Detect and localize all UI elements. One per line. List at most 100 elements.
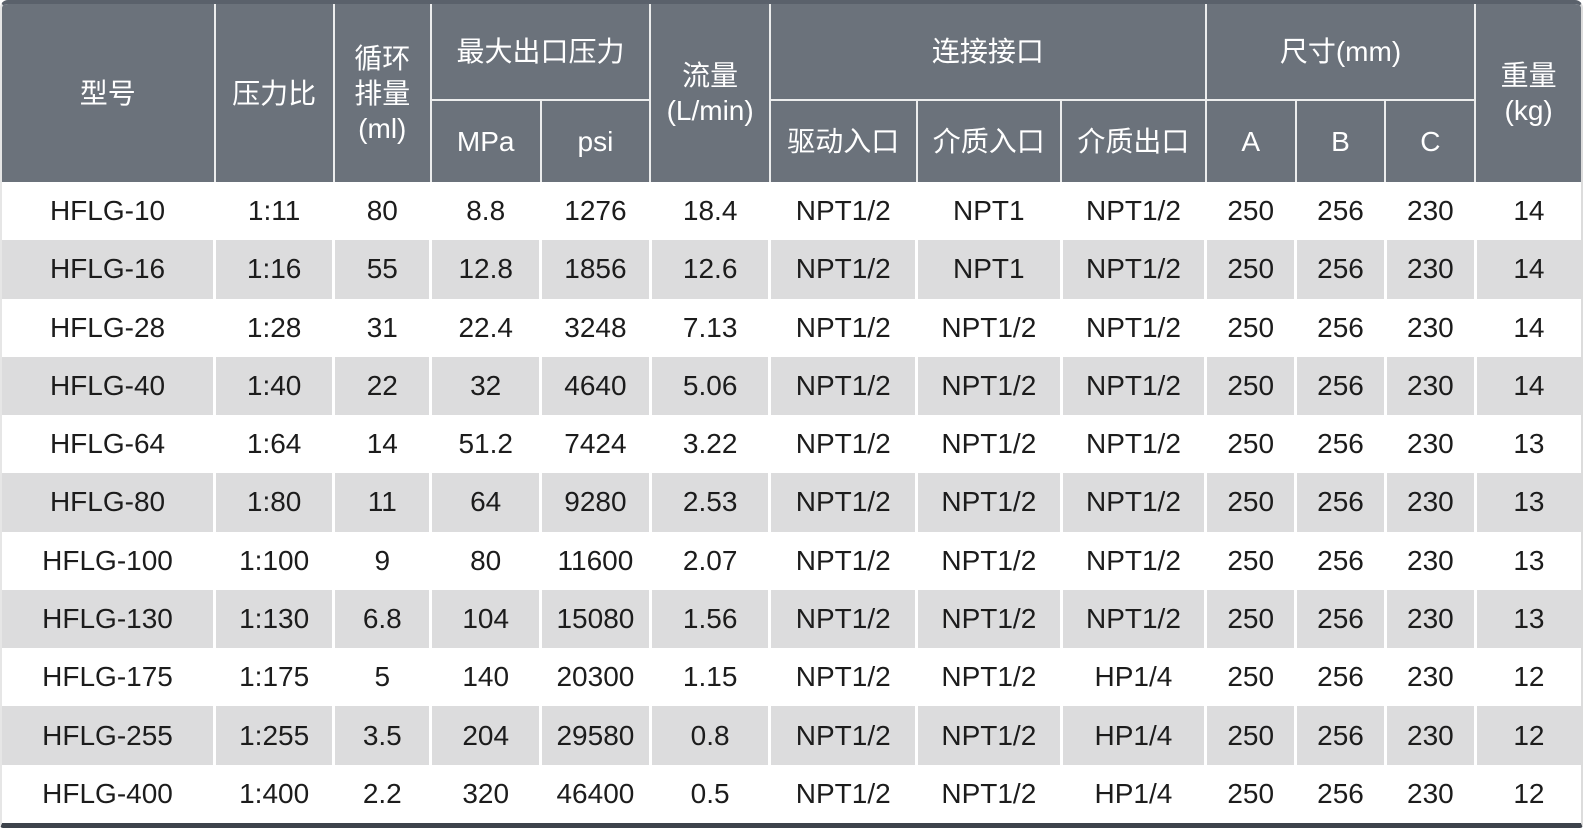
table-cell: 13: [1513, 602, 1545, 634]
table-cell: 8.8: [430, 182, 543, 241]
table-cell: 1.15: [650, 648, 772, 707]
table-cell: 31: [333, 298, 433, 357]
table-cell: 4640: [540, 356, 652, 416]
col-header-pressure-ratio: 压力比: [214, 4, 335, 182]
table-cell: 1.56: [650, 589, 772, 649]
table-cell: NPT1/2: [769, 415, 918, 474]
col-group-dimensions: 尺寸(mm): [1205, 4, 1477, 101]
table-cell: NPT1/2: [916, 356, 1063, 416]
table-cell: HFLG-400: [2, 764, 217, 823]
table-cell: 230: [1385, 531, 1477, 590]
table-cell: NPT1: [916, 182, 1063, 241]
col-group-max-outlet-pressure: 最大出口压力: [430, 4, 652, 101]
table-cell: 1:130: [214, 589, 336, 649]
table-cell: 11600: [540, 531, 652, 590]
table-cell: NPT1/2: [916, 298, 1063, 357]
table-cell: 13: [1513, 486, 1545, 518]
table-cell: 1856: [540, 240, 652, 299]
table-cell: 13: [1513, 428, 1545, 460]
table-cell: HFLG-80: [2, 473, 217, 532]
table-cell: NPT1/2: [1061, 415, 1208, 474]
table-cell: NPT1/2: [769, 589, 918, 649]
table-cell: 1:80: [214, 473, 336, 532]
table-cell: 5.06: [650, 356, 772, 416]
table-row: HFLG-64 1:64 14 51.2 7424 3.22 NPT1/2 NPT1/2 NPT…: [2, 415, 1581, 474]
col-header-dim-a: A: [1205, 100, 1297, 182]
table-cell: 6.8: [333, 589, 433, 649]
table-cell: 140: [430, 648, 543, 707]
table-cell: NPT1/2: [769, 764, 918, 823]
table-cell: 250: [1205, 415, 1298, 474]
table-cell: 104: [430, 589, 543, 649]
table-cell: 1:400: [214, 764, 336, 823]
table-cell: 230: [1385, 473, 1477, 532]
table-cell: 80: [430, 531, 543, 590]
table-cell: 22.4: [430, 298, 543, 357]
table-cell: 22: [333, 356, 433, 416]
col-group-connections: 连接接口: [769, 4, 1207, 101]
col-header-flow: 流量 (L/min): [650, 4, 771, 182]
col-header-media-inlet: 介质入口: [916, 100, 1063, 182]
table-cell: 12: [1513, 661, 1545, 693]
table-cell: NPT1/2: [916, 415, 1063, 474]
col-header-psi: psi: [540, 100, 652, 182]
table-cell: HP1/4: [1061, 764, 1208, 823]
table-cell: 250: [1205, 764, 1298, 823]
table-cell: NPT1: [916, 240, 1063, 299]
table-cell: 256: [1295, 240, 1387, 299]
table-cell: 5: [333, 648, 433, 707]
table-cell: 51.2: [430, 415, 543, 474]
col-header-mpa: MPa: [430, 100, 542, 182]
table-cell: 1276: [540, 182, 652, 241]
table-cell: 230: [1385, 589, 1477, 649]
table-cell: 9: [333, 531, 433, 590]
table-cell: 230: [1385, 298, 1477, 357]
table-cell: HP1/4: [1061, 648, 1208, 707]
table-cell: HFLG-100: [2, 531, 217, 590]
table-cell: HFLG-175: [2, 648, 217, 707]
table-row: HFLG-28 1:28 31 22.4 3248 7.13 NPT1/2 NPT1/2 NPT…: [2, 298, 1581, 357]
table-cell: 1:40: [214, 356, 336, 416]
table-cell: 55: [333, 240, 433, 299]
table-cell: NPT1/2: [916, 648, 1063, 707]
table-cell: 12.6: [650, 240, 772, 299]
table-header: 型号 压力比 循环 排量 (ml) 最大出口压力 流量 (L/min) 连接接口…: [2, 4, 1581, 182]
table-cell: HFLG-255: [2, 706, 217, 765]
table-cell: 256: [1295, 531, 1387, 590]
table-cell: NPT1/2: [1061, 298, 1208, 357]
table-cell: 250: [1205, 182, 1298, 241]
table-row: HFLG-10 1:11 80 8.8 1276 18.4 NPT1/2 NPT1 NPT1/2…: [2, 182, 1581, 241]
table-cell: 204: [430, 706, 543, 765]
table-cell: NPT1/2: [916, 706, 1063, 765]
table-cell: 80: [333, 182, 433, 241]
table-cell: 250: [1205, 473, 1298, 532]
table-body: HFLG-10 1:11 80 8.8 1276 18.4 NPT1/2 NPT1 NPT1/2…: [2, 182, 1581, 823]
table-cell: 250: [1205, 356, 1298, 416]
table-cell: 7424: [540, 415, 652, 474]
table-row: HFLG-80 1:80 11 64 9280 2.53 NPT1/2 NPT1/2 NPT1/…: [2, 473, 1581, 532]
table-cell: 230: [1385, 706, 1477, 765]
table-cell: 256: [1295, 298, 1387, 357]
table-cell: NPT1/2: [769, 356, 918, 416]
table-cell: 9280: [540, 473, 652, 532]
table-cell: HFLG-130: [2, 589, 217, 649]
table-cell: HFLG-64: [2, 415, 217, 474]
table-cell: 1:16: [214, 240, 336, 299]
col-header-drive-inlet: 驱动入口: [769, 100, 918, 182]
table-row: HFLG-255 1:255 3.5 204 29580 0.8 NPT1/2 NPT1/2 H…: [2, 706, 1581, 765]
table-cell: 13: [1513, 544, 1545, 576]
table-row: HFLG-130 1:130 6.8 104 15080 1.56 NPT1/2 NPT1/2…: [2, 589, 1581, 649]
table-cell: NPT1/2: [1061, 182, 1208, 241]
table-cell: 256: [1295, 589, 1387, 649]
table-cell: 250: [1205, 298, 1298, 357]
table-cell: 12: [1513, 777, 1545, 809]
table-cell: 11: [333, 473, 433, 532]
table-cell: 1:64: [214, 415, 336, 474]
col-header-model: 型号: [2, 4, 216, 182]
table-cell: 250: [1205, 531, 1298, 590]
table-cell: 18.4: [650, 182, 772, 241]
table-cell: NPT1/2: [1061, 589, 1208, 649]
table-cell: 256: [1295, 706, 1387, 765]
table-cell: NPT1/2: [769, 531, 918, 590]
